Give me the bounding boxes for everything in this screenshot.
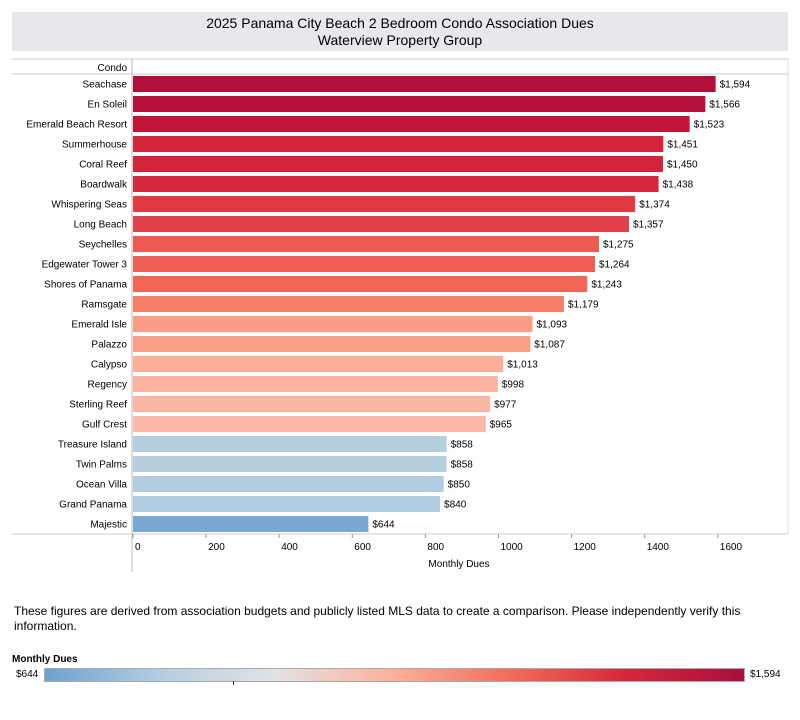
bar-value-label: $858 <box>451 460 474 471</box>
bar[interactable] <box>133 236 600 252</box>
bar[interactable] <box>133 136 664 152</box>
category-label: Edgewater Tower 3 <box>42 260 128 271</box>
bar[interactable] <box>133 396 491 412</box>
legend-title: Monthly Dues <box>12 654 78 665</box>
bar-value-label: $1,275 <box>603 240 634 251</box>
category-label: Coral Reef <box>79 160 127 171</box>
x-tick-label: 600 <box>354 542 371 553</box>
bar[interactable] <box>133 76 716 92</box>
category-label: Emerald Beach Resort <box>26 120 127 131</box>
x-tick-label: 0 <box>135 542 141 553</box>
bar-value-label: $1,179 <box>568 300 599 311</box>
bar-value-label: $858 <box>451 440 474 451</box>
category-label: Long Beach <box>74 220 127 231</box>
bar-value-label: $977 <box>494 400 517 411</box>
category-label: Seychelles <box>79 240 127 251</box>
bar[interactable] <box>133 376 498 392</box>
bar[interactable] <box>133 356 504 372</box>
legend-midpoint-tick <box>233 681 234 685</box>
bar[interactable] <box>133 336 531 352</box>
bar-value-label: $1,243 <box>591 280 622 291</box>
bar[interactable] <box>133 316 533 332</box>
x-tick-label: 400 <box>281 542 298 553</box>
footnote: These figures are derived from associati… <box>14 604 741 633</box>
bar[interactable] <box>133 156 663 172</box>
bar-value-label: $644 <box>372 520 395 531</box>
category-label: Palazzo <box>91 340 127 351</box>
category-label: Shores of Panama <box>44 280 127 291</box>
category-label: Regency <box>88 380 127 391</box>
bar-value-label: $1,264 <box>599 260 630 271</box>
legend-max-label: $1,594 <box>750 669 781 680</box>
x-tick-label: 1200 <box>574 542 597 553</box>
bar-value-label: $1,451 <box>667 140 698 151</box>
bar-value-label: $998 <box>502 380 525 391</box>
bar[interactable] <box>133 436 447 452</box>
bar-chart: Condo Seachase $1,594 En Soleil $1,566 Emera… <box>12 58 789 572</box>
category-label: Ocean Villa <box>76 480 127 491</box>
x-tick-label: 1000 <box>501 542 524 553</box>
bar-value-label: $1,594 <box>720 80 751 91</box>
category-label: Ramsgate <box>81 300 127 311</box>
category-label: Seachase <box>83 80 128 91</box>
bar-value-label: $1,374 <box>639 200 670 211</box>
category-label: Sterling Reef <box>69 400 127 411</box>
bar-value-label: $1,450 <box>667 160 698 171</box>
category-label: Twin Palms <box>76 460 127 471</box>
category-label: Boardwalk <box>80 180 128 191</box>
bar-value-label: $1,013 <box>507 360 538 371</box>
bar[interactable] <box>133 256 595 272</box>
category-label: Emerald Isle <box>71 320 127 331</box>
bar[interactable] <box>133 96 706 112</box>
legend-min-label: $644 <box>16 669 39 680</box>
bar-value-label: $1,087 <box>534 340 565 351</box>
x-tick-label: 200 <box>208 542 225 553</box>
bar[interactable] <box>133 416 486 432</box>
legend-color-ramp <box>44 668 745 682</box>
bar[interactable] <box>133 496 441 512</box>
bar[interactable] <box>133 456 447 472</box>
bar-value-label: $840 <box>444 500 467 511</box>
category-label: Summerhouse <box>62 140 127 151</box>
category-label: Calypso <box>91 360 128 371</box>
chart-title-box: 2025 Panama City Beach 2 Bedroom Condo A… <box>12 12 788 51</box>
category-label: En Soleil <box>88 100 127 111</box>
bar[interactable] <box>133 196 636 212</box>
category-label: Treasure Island <box>58 440 127 451</box>
bar-value-label: $1,523 <box>694 120 725 131</box>
category-label: Grand Panama <box>59 500 127 511</box>
bar-value-label: $850 <box>448 480 471 491</box>
bar[interactable] <box>133 296 564 312</box>
bar[interactable] <box>133 176 659 192</box>
bar[interactable] <box>133 516 369 532</box>
bar[interactable] <box>133 216 629 232</box>
chart-title: 2025 Panama City Beach 2 Bedroom Condo A… <box>206 15 594 31</box>
bar[interactable] <box>133 476 444 492</box>
bar-value-label: $1,357 <box>633 220 664 231</box>
x-axis-label: Monthly Dues <box>428 559 489 570</box>
bar-value-label: $1,438 <box>663 180 694 191</box>
chart-subtitle: Waterview Property Group <box>317 32 483 48</box>
bar[interactable] <box>133 276 588 292</box>
bar-value-label: $1,566 <box>709 100 740 111</box>
category-label: Gulf Crest <box>82 420 127 431</box>
bar-value-label: $965 <box>490 420 513 431</box>
category-label: Whispering Seas <box>51 200 127 211</box>
bar[interactable] <box>133 116 690 132</box>
x-tick-label: 800 <box>427 542 444 553</box>
row-header: Condo <box>98 63 128 74</box>
category-label: Majestic <box>90 520 127 531</box>
x-tick-label: 1400 <box>647 542 670 553</box>
bar-value-label: $1,093 <box>536 320 567 331</box>
x-tick-label: 1600 <box>720 542 743 553</box>
